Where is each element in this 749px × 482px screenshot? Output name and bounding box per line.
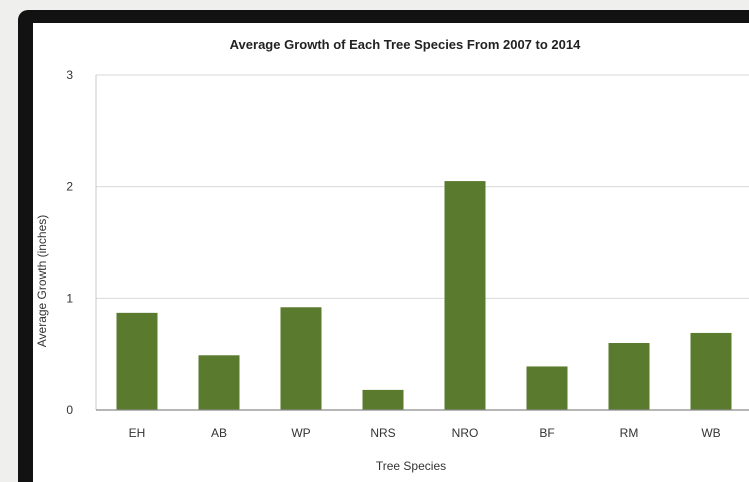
x-tick-label: EH [129,426,146,440]
x-ticks: EH AB WP NRS NRO BF RM WB [129,426,721,440]
bars [116,181,732,410]
y-tick-label: 0 [66,403,73,417]
x-tick-label: NRO [452,426,479,440]
bar-nrs [362,389,404,410]
gridlines [96,74,749,299]
x-tick-label: BF [539,426,554,440]
bar-rm [608,343,650,410]
bar-ab [198,355,240,410]
y-tick-label: 3 [66,68,73,82]
bar-nro [444,181,486,410]
bar-bf [526,366,568,410]
x-tick-label: WP [291,426,310,440]
y-tick-label: 1 [66,291,73,305]
y-tick-label: 2 [66,180,73,194]
chart-title: Average Growth of Each Tree Species From… [230,37,581,52]
x-tick-label: NRS [370,426,395,440]
x-tick-label: AB [211,426,227,440]
x-tick-label: RM [620,426,639,440]
bar-wp [280,307,322,410]
y-axis-label: Average Growth (inches) [35,215,49,348]
bar-eh [116,312,158,410]
bar-chart: Average Growth of Each Tree Species From… [35,37,749,473]
x-axis-label: Tree Species [376,459,446,473]
y-ticks: 0 1 2 3 [66,68,73,417]
x-tick-label: WB [701,426,720,440]
bar-wb [690,332,732,410]
